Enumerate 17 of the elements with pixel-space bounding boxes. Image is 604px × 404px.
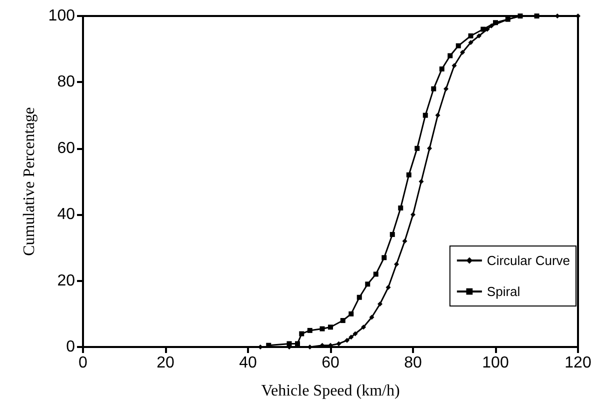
- x-tick-label: 40: [239, 354, 257, 372]
- y-tick-label: 100: [48, 8, 76, 24]
- y-tick-label: 0: [66, 338, 76, 356]
- y-tick-label: 60: [57, 140, 76, 157]
- legend-label: Spiral: [486, 284, 520, 299]
- x-tick-label: 0: [78, 354, 88, 372]
- y-tick-label: 20: [57, 272, 76, 290]
- x-axis-title: Vehicle Speed (km/h): [261, 382, 400, 400]
- y-tick-label: 80: [57, 74, 76, 91]
- x-tick-label: 100: [482, 354, 509, 372]
- x-tick-label: 20: [156, 354, 174, 372]
- y-tick-label: 40: [57, 206, 76, 224]
- y-axis-title: Cumulative Percentage: [20, 107, 38, 256]
- x-tick-label: 60: [322, 354, 340, 372]
- legend-label: Circular Curve: [486, 253, 570, 268]
- x-tick-label: 80: [404, 354, 422, 372]
- x-tick-label: 120: [564, 354, 592, 372]
